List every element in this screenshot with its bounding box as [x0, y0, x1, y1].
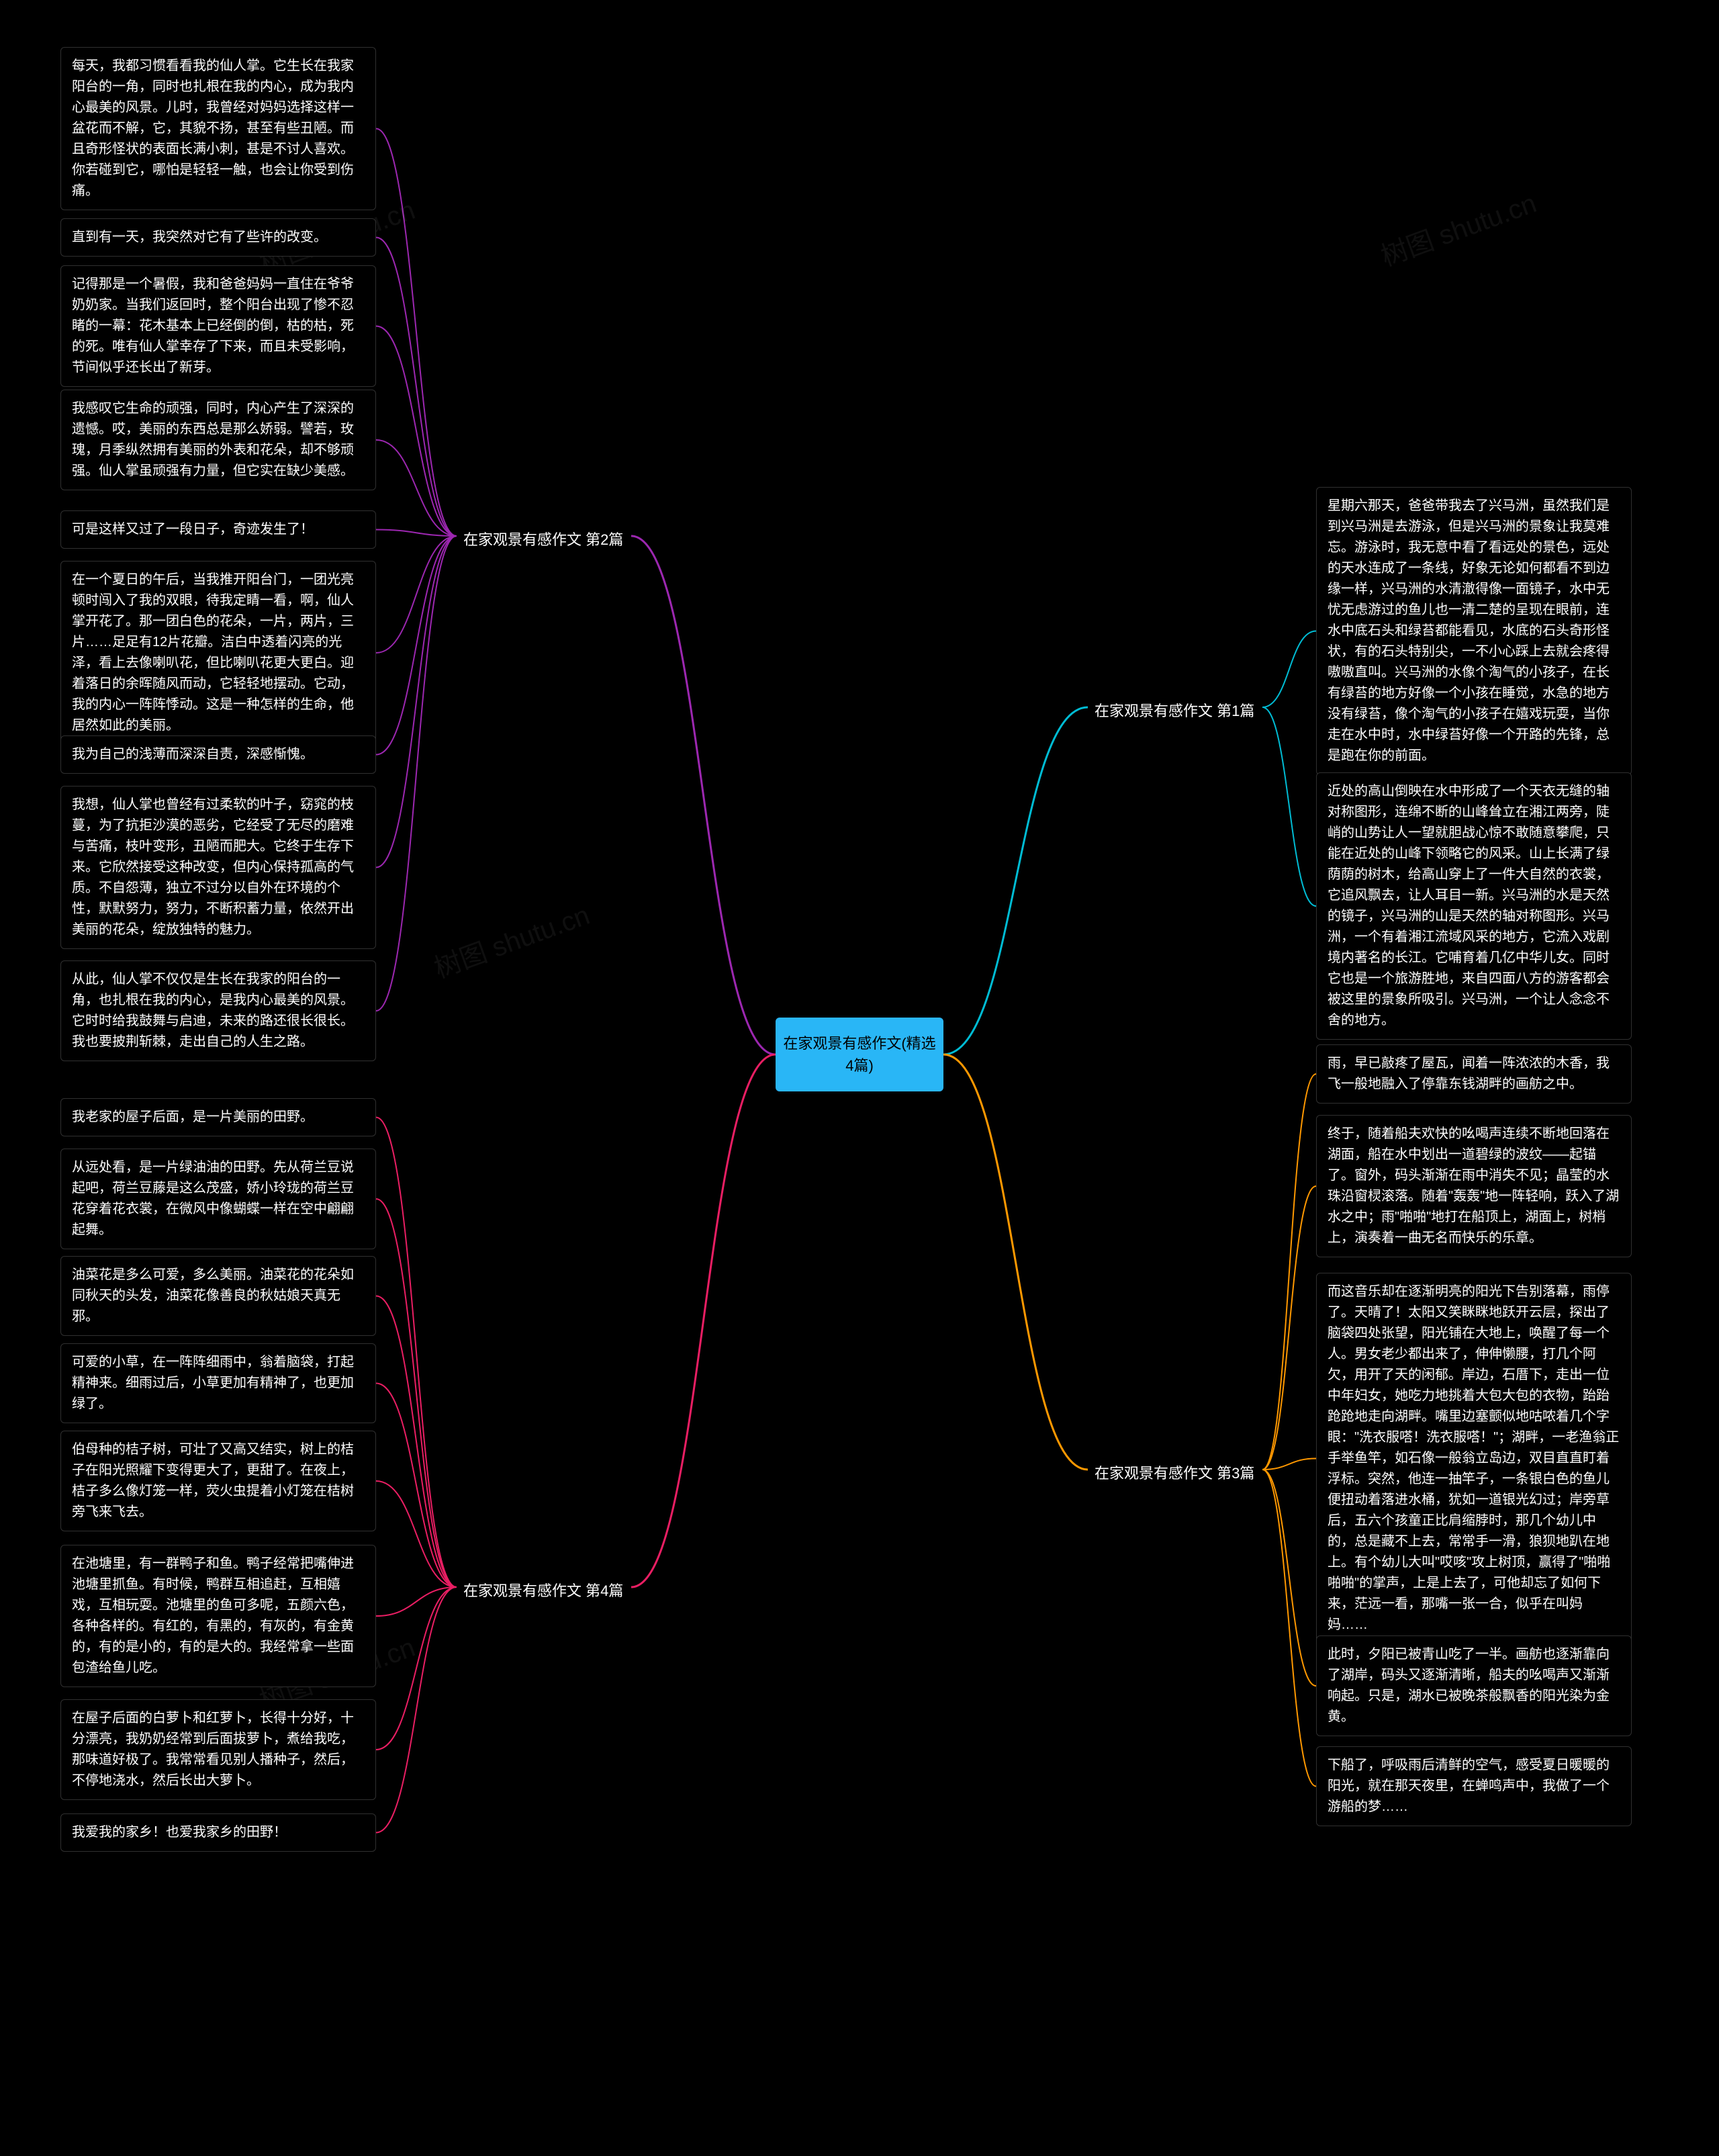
leaf-node: 记得那是一个暑假，我和爸爸妈妈一直住在爷爷奶奶家。当我们返回时，整个阳台出现了惨… — [60, 265, 376, 387]
leaf-node: 而这音乐却在逐渐明亮的阳光下告别落幕，雨停了。天晴了！太阳又笑眯眯地跃开云层，探… — [1316, 1273, 1632, 1644]
branch-title: 在家观景有感作文 第3篇 — [1088, 1457, 1261, 1487]
leaf-node: 我想，仙人掌也曾经有过柔软的叶子，窈窕的枝蔓，为了抗拒沙漠的恶劣，它经受了无尽的… — [60, 786, 376, 949]
leaf-node: 油菜花是多么可爱，多么美丽。油菜花的花朵如同秋天的头发，油菜花像善良的秋姑娘天真… — [60, 1256, 376, 1336]
leaf-node: 近处的高山倒映在水中形成了一个天衣无缝的轴对称图形，连绵不断的山峰耸立在湘江两旁… — [1316, 772, 1632, 1040]
root-text: 在家观景有感作文(精选4篇) — [782, 1032, 937, 1077]
leaf-node: 可是这样又过了一段日子，奇迹发生了！ — [60, 510, 376, 549]
leaf-node: 在屋子后面的白萝卜和红萝卜，长得十分好，十分漂亮，我奶奶经常到后面拔萝卜，煮给我… — [60, 1699, 376, 1800]
leaf-node: 我爱我的家乡！也爱我家乡的田野！ — [60, 1813, 376, 1852]
leaf-node: 每天，我都习惯看看我的仙人掌。它生长在我家阳台的一角，同时也扎根在我的内心，成为… — [60, 47, 376, 210]
leaf-node: 雨，早已敲疼了屋瓦，闻着一阵浓浓的木香，我飞一般地融入了停靠东钱湖畔的画舫之中。 — [1316, 1044, 1632, 1104]
branch-title: 在家观景有感作文 第2篇 — [457, 524, 630, 553]
branch-title: 在家观景有感作文 第1篇 — [1088, 695, 1261, 725]
leaf-node: 从此，仙人掌不仅仅是生长在我家的阳台的一角，也扎根在我的内心，是我内心最美的风景… — [60, 960, 376, 1061]
leaf-node: 此时，夕阳已被青山吃了一半。画舫也逐渐靠向了湖岸，码头又逐渐清晰，船夫的吆喝声又… — [1316, 1635, 1632, 1736]
root-node: 在家观景有感作文(精选4篇) — [776, 1018, 943, 1091]
leaf-node: 可爱的小草，在一阵阵细雨中，翁着脑袋，打起精神来。细雨过后，小草更加有精神了，也… — [60, 1343, 376, 1423]
watermark: 树图 shutu.cn — [1375, 181, 1541, 273]
leaf-node: 终于，随着船夫欢快的吆喝声连续不断地回落在湖面，船在水中划出一道碧绿的波纹——起… — [1316, 1115, 1632, 1257]
leaf-node: 我老家的屋子后面，是一片美丽的田野。 — [60, 1098, 376, 1136]
leaf-node: 直到有一天，我突然对它有了些许的改变。 — [60, 218, 376, 257]
leaf-node: 伯母种的桔子树，可壮了又高又结实，树上的桔子在阳光照耀下变得更大了，更甜了。在夜… — [60, 1431, 376, 1531]
leaf-node: 下船了，呼吸雨后清鲜的空气，感受夏日暖暖的阳光，就在那天夜里，在蝉鸣声中，我做了… — [1316, 1746, 1632, 1826]
leaf-node: 我感叹它生命的顽强，同时，内心产生了深深的遗憾。哎，美丽的东西总是那么娇弱。譬若… — [60, 390, 376, 490]
watermark: 树图 shutu.cn — [428, 893, 594, 985]
leaf-node: 在一个夏日的午后，当我推开阳台门，一团光亮顿时闯入了我的双眼，待我定睛一看，啊，… — [60, 561, 376, 745]
branch-title: 在家观景有感作文 第4篇 — [457, 1575, 630, 1605]
leaf-node: 从远处看，是一片绿油油的田野。先从荷兰豆说起吧，荷兰豆藤是这么茂盛，娇小玲珑的荷… — [60, 1149, 376, 1249]
leaf-node: 在池塘里，有一群鸭子和鱼。鸭子经常把嘴伸进池塘里抓鱼。有时候，鸭群互相追赶，互相… — [60, 1545, 376, 1687]
leaf-node: 星期六那天，爸爸带我去了兴马洲，虽然我们是到兴马洲是去游泳，但是兴马洲的景象让我… — [1316, 487, 1632, 775]
leaf-node: 我为自己的浅薄而深深自责，深感惭愧。 — [60, 735, 376, 774]
